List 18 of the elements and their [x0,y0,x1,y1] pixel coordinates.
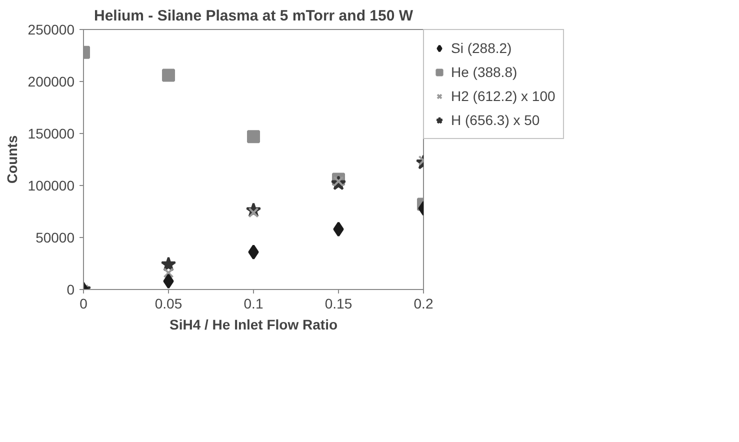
y-tick-label: 150000 [28,126,75,142]
legend-label: He (388.8) [451,64,518,80]
legend-label: H (656.3) x 50 [451,112,540,128]
x-axis-title: SiH4 / He Inlet Flow Ratio [169,316,338,332]
y-tick-label: 50000 [36,230,75,246]
legend-label: H2 (612.2) x 100 [451,88,556,104]
chart-title: Helium - Silane Plasma at 5 mTorr and 150 W [94,8,414,24]
x-tick-label: 0.05 [154,296,182,312]
y-tick-label: 250000 [28,22,75,38]
y-tick-label: 200000 [28,74,75,90]
y-axis-title: Counts [4,135,20,184]
y-tick-label: 100000 [28,178,75,194]
x-tick-label: 0.15 [324,296,352,312]
x-tick-label: 0.1 [244,296,264,312]
legend-label: Si (288.2) [451,40,512,56]
y-tick-label: 0 [66,282,75,298]
x-tick-label: 0.2 [414,296,434,312]
x-tick-label: 0 [80,296,88,312]
